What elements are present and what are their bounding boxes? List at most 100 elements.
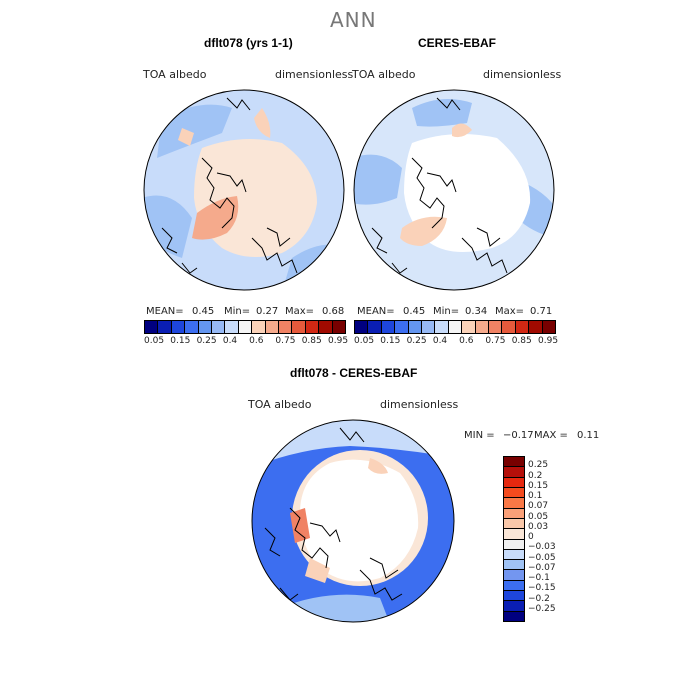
ceres-colorbar-swatch <box>529 321 543 333</box>
ceres-band-west <box>354 154 402 205</box>
ceres-colorbar-swatch <box>435 321 449 333</box>
diff-patch-2 <box>305 558 330 583</box>
ceres-colorbar-ticks: 0.05 0.15 0.25 0.4 0.6 0.75 0.85 0.95 <box>354 336 559 348</box>
diff-colorbar-swatch <box>504 508 524 519</box>
ceres-units-label: dimensionless <box>483 68 562 81</box>
diff-max-value: 0.11 <box>577 430 600 441</box>
ceres-colorbar-tick-label: 0.15 <box>380 336 401 346</box>
diff-greenland-field <box>290 508 310 543</box>
diff-colorbar-swatch <box>504 487 524 499</box>
model-map-border <box>143 89 345 291</box>
ceres-colorbar-swatch <box>395 321 409 333</box>
model-max-value: 0.68 <box>322 306 345 317</box>
diff-colorbar-swatch <box>504 467 524 478</box>
diff-colorbar-label: 0 <box>528 532 534 542</box>
diff-colorbar-label: −0.05 <box>528 552 556 563</box>
diff-colorbar-label: −0.03 <box>528 542 556 553</box>
diff-colorbar-label: 0.1 <box>528 491 543 501</box>
ceres-colorbar-tick-label: 0.95 <box>538 336 559 346</box>
model-colorbar-tick-label: 0.85 <box>301 336 322 346</box>
ceres-variable-label: TOA albedo <box>352 68 416 81</box>
ceres-max-label: Max= <box>495 306 525 317</box>
model-variable-label: TOA albedo <box>143 68 207 81</box>
ceres-colorbar-tick-label: 0.05 <box>354 336 375 346</box>
model-band-pacific <box>157 104 232 158</box>
model-colorbar-swatch <box>319 321 333 333</box>
model-colorbar-swatch <box>185 321 199 333</box>
diff-colorbar-swatch <box>504 539 524 550</box>
diff-colorbar-swatch <box>504 477 524 488</box>
model-panel-title: dflt078 (yrs 1-1) <box>204 36 293 50</box>
diff-colorbar-label: −0.1 <box>528 573 550 583</box>
ceres-colorbar-tick-label: 0.6 <box>459 336 474 346</box>
diff-colorbar-swatch <box>504 457 524 468</box>
model-mean-label: MEAN= <box>146 306 184 317</box>
model-colorbar-tick-label: 0.95 <box>328 336 349 346</box>
diff-panel-title: dflt078 - CERES-EBAF <box>290 366 418 380</box>
model-colorbar <box>144 320 346 334</box>
diff-colorbar-swatch <box>504 560 524 571</box>
model-colorbar-swatch <box>252 321 266 333</box>
model-colorbar-swatch <box>171 321 186 333</box>
diff-colorbar-label: 0.03 <box>528 521 549 532</box>
model-colorbar-swatch <box>332 321 346 333</box>
model-units-label: dimensionless <box>275 68 354 81</box>
model-colorbar-swatch <box>145 321 159 333</box>
model-patch-2 <box>178 128 194 146</box>
ceres-mean-value: 0.45 <box>403 306 426 317</box>
ceres-colorbar-swatch <box>448 321 463 333</box>
ceres-colorbar-tick-label: 0.4 <box>432 336 448 346</box>
diff-map-border <box>251 419 455 623</box>
ceres-min-value: 0.34 <box>465 306 488 317</box>
ceres-colorbar-tick-label: 0.25 <box>406 336 427 346</box>
ceres-colorbar-swatch <box>502 321 516 333</box>
model-max-label: Max= <box>285 306 315 317</box>
diff-colorbar-label: −0.25 <box>528 603 556 614</box>
diff-variable-label: TOA albedo <box>248 398 312 411</box>
ceres-coastlines <box>371 97 508 274</box>
diff-colorbar-swatch <box>504 529 524 540</box>
diff-colorbar-label: −0.07 <box>528 562 556 573</box>
diff-colorbar-swatch <box>504 591 524 602</box>
ceres-colorbar-swatch <box>355 321 369 333</box>
ceres-panel-title: CERES-EBAF <box>418 36 497 50</box>
ceres-colorbar-swatch <box>422 321 436 333</box>
model-min-value: 0.27 <box>256 306 279 317</box>
model-colorbar-tick-label: 0.25 <box>196 336 217 346</box>
ceres-polar-map <box>353 89 555 291</box>
model-colorbar-swatch <box>279 321 293 333</box>
ceres-max-value: 0.71 <box>530 306 553 317</box>
ceres-colorbar-swatch <box>475 321 490 333</box>
diff-colorbar-swatch <box>504 601 524 612</box>
ceres-colorbar-swatch <box>368 321 382 333</box>
diff-colorbar-label: 0.07 <box>528 501 549 512</box>
ceres-colorbar <box>354 320 556 334</box>
model-colorbar-swatch <box>305 321 320 333</box>
model-colorbar-swatch <box>292 321 306 333</box>
ceres-patch-1 <box>452 123 472 138</box>
diff-colorbar-swatch <box>504 570 524 581</box>
model-patch-1 <box>254 108 271 138</box>
model-colorbar-swatch <box>265 321 280 333</box>
diff-min-label: MIN = <box>464 430 495 441</box>
diff-colorbar-labels: 0.25 0.2 0.15 0.1 0.07 0.05 0.03 0 −0.03 −0.05 −0.… <box>528 456 568 622</box>
ceres-colorbar-swatch <box>542 321 556 333</box>
model-colorbar-tick-label: 0.6 <box>249 336 264 346</box>
diff-colorbar-label: 0.2 <box>528 470 543 481</box>
ceres-colorbar-tick-label: 0.75 <box>485 336 506 346</box>
model-mean-value: 0.45 <box>192 306 215 317</box>
diff-colorbar-label: −0.15 <box>528 583 556 594</box>
model-greenland-field <box>192 196 239 240</box>
page-title: ANN <box>330 8 377 32</box>
diff-colorbar-label: 0.05 <box>528 511 549 522</box>
diff-patch-1 <box>368 458 388 474</box>
ceres-colorbar-swatch <box>489 321 503 333</box>
model-colorbar-swatch <box>225 321 239 333</box>
model-colorbar-tick-label: 0.4 <box>222 336 238 346</box>
ceres-colorbar-swatch <box>408 321 423 333</box>
ceres-colorbar-tick-label: 0.85 <box>511 336 532 346</box>
ceres-colorbar-swatch <box>381 321 396 333</box>
ceres-colorbar-swatch <box>462 321 476 333</box>
model-colorbar-swatch <box>198 321 213 333</box>
model-colorbar-ticks: 0.05 0.15 0.25 0.4 0.6 0.75 0.85 0.95 <box>144 336 349 348</box>
